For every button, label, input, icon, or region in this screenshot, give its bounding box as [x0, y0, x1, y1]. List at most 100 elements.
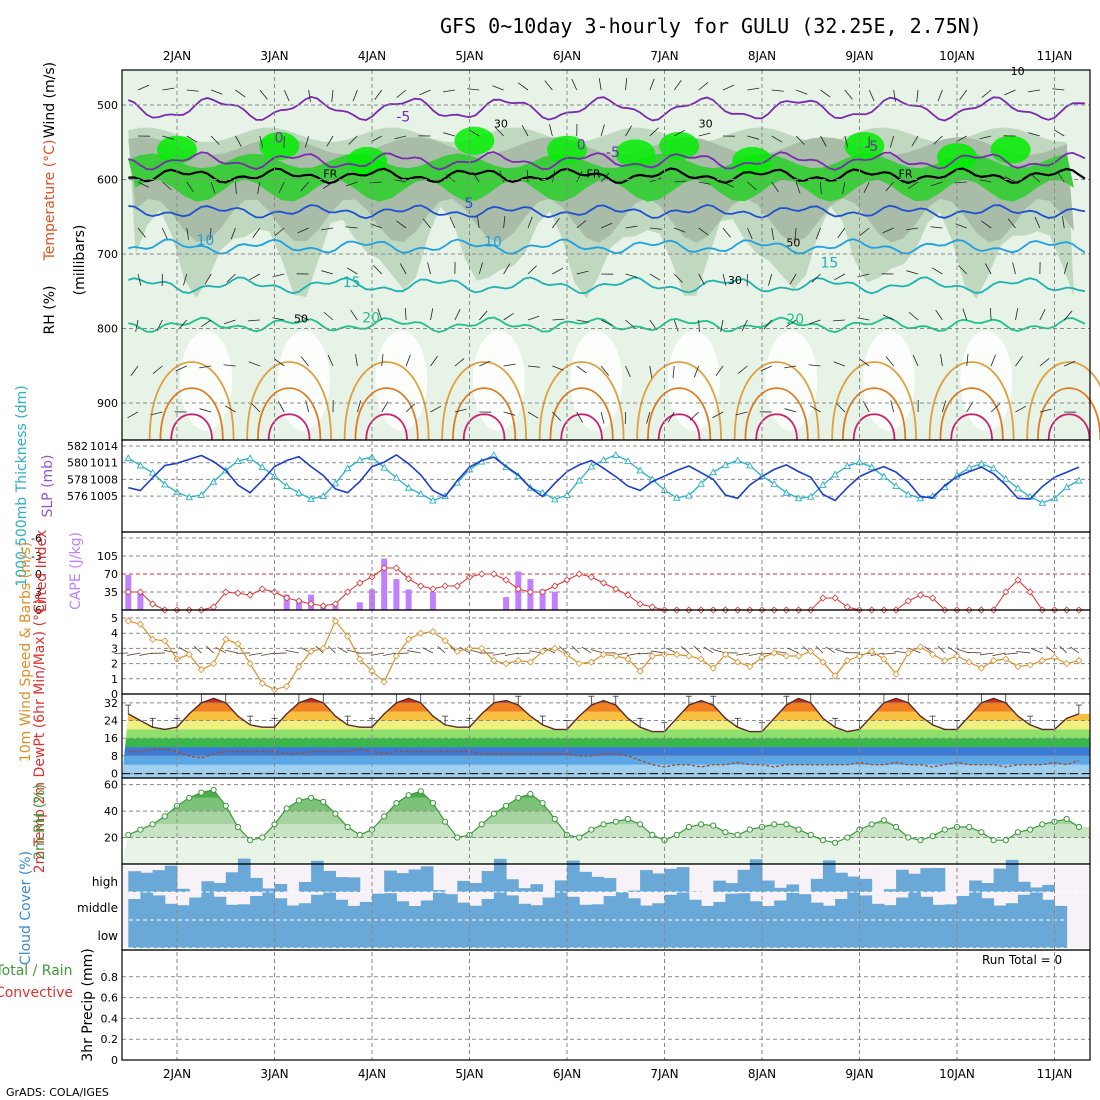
rh2m-point: [234, 823, 241, 831]
upper-wind-barb: [625, 273, 638, 278]
cloud-high-bar: [201, 881, 215, 892]
upper-wind-barb: [527, 216, 533, 229]
cloud-low-bar: [847, 920, 860, 948]
upper-wind-barb: [321, 227, 334, 231]
upper-wind-barb: [430, 405, 442, 413]
date-label-top: 9JAN: [845, 49, 873, 63]
y-tick-label: 0.8: [101, 971, 119, 984]
thickness-point: [794, 494, 803, 502]
upper-wind-barb: [1012, 262, 1016, 275]
cloud-mid-bar: [323, 892, 336, 920]
isotherm-label: 20: [786, 312, 804, 328]
upper-wind-barb: [809, 319, 821, 325]
upper-wind-barb: [863, 181, 870, 193]
cloud-high-bar: [920, 868, 934, 892]
upper-wind-barb: [981, 220, 992, 229]
thickness-point: [148, 468, 157, 476]
rh2m-point: [978, 829, 985, 836]
upper-wind-barb: [649, 365, 653, 378]
cloud-low-bar: [567, 920, 580, 948]
thickness-point: [209, 477, 218, 485]
isotherm-label: 10: [197, 233, 215, 249]
upper-wind-barb: [771, 135, 783, 143]
cloud-mid-bar: [615, 892, 629, 920]
upper-wind-barb: [249, 273, 261, 281]
upper-wind-barb: [576, 411, 583, 423]
wind10-point: [1075, 656, 1083, 665]
rh2m-point: [356, 831, 363, 839]
wind10-barb: [638, 652, 653, 655]
upper-wind-barb: [405, 354, 411, 367]
wind10-point: [989, 656, 998, 665]
upper-wind-barb: [405, 403, 416, 413]
wind10-point: [319, 644, 327, 652]
cloud-high-bar: [822, 860, 836, 892]
cloud-low-bar: [140, 920, 154, 948]
thickness-point: [770, 479, 778, 487]
upper-wind-barb: [235, 135, 242, 147]
upper-wind-barb: [893, 89, 896, 102]
isotherm-label: 10: [484, 235, 502, 251]
upper-wind-barb: [672, 365, 675, 378]
cloud-high-bar: [627, 890, 641, 892]
warm-contour: [441, 361, 528, 441]
rh-contour-label: 30: [728, 274, 742, 287]
upper-wind-barb: [183, 273, 188, 286]
cape-bar: [381, 558, 388, 610]
isotherm-label: 15: [821, 255, 839, 271]
chart-title: GFS 0~10day 3-hourly for GULU (32.25E, 2…: [440, 14, 982, 38]
wind10-point: [514, 656, 522, 665]
upper-wind-barb: [834, 273, 846, 281]
date-label-bottom: 8JAN: [748, 1067, 776, 1081]
cloud-mid-bar: [591, 904, 605, 920]
upper-wind-barb: [722, 273, 727, 286]
upper-wind-barb: [259, 89, 268, 100]
wind10-barb: [248, 652, 263, 656]
cloud-low-bar: [993, 920, 1007, 948]
upper-wind-barb: [720, 319, 724, 332]
cloud-high-bar: [688, 891, 702, 892]
rh2m-point: [137, 826, 144, 833]
cloud-mid-bar: [335, 899, 349, 920]
cloud-mid-bar: [1005, 903, 1019, 920]
upper-wind-barb: [199, 365, 212, 369]
warm-contour: [462, 413, 506, 441]
li-point: [575, 570, 583, 578]
y-tick-label: 20: [104, 832, 118, 845]
rh-high-cell: [615, 139, 656, 168]
upper-wind-barb: [274, 227, 285, 236]
warm-contour: [170, 413, 213, 441]
cloud-high-bar: [323, 870, 336, 892]
li-tick-label: 3: [35, 586, 42, 599]
cloud-mid-bar: [567, 896, 580, 920]
upper-wind-barb: [381, 354, 384, 367]
rh2m-point: [649, 831, 656, 839]
cape-bar: [405, 589, 412, 610]
upper-wind-barb: [549, 124, 553, 137]
warm-contour: [257, 387, 322, 441]
pressure-tick-label: 700: [97, 248, 118, 261]
upper-wind-barb: [178, 319, 188, 330]
upper-wind-barb: [625, 78, 628, 91]
cloud-low-bar: [469, 920, 483, 948]
y-tick-label: 0: [111, 688, 118, 701]
cloud-high-bar: [713, 880, 726, 892]
upper-wind-barb: [1053, 129, 1065, 137]
cloud-low-bar: [1054, 920, 1068, 948]
li-point: [258, 585, 266, 593]
rh2m-point: [393, 800, 400, 807]
rh-band: [122, 797, 1090, 812]
rh2m-point: [1027, 826, 1034, 833]
thickness-point: [965, 463, 973, 471]
wind10-barb: [825, 646, 836, 654]
cloud-mid-bar: [798, 894, 812, 920]
cloud-mid-bar: [493, 892, 507, 920]
wind10-barb: [626, 652, 641, 656]
cloud-high-bar: [469, 883, 483, 892]
rh2m-point: [332, 810, 339, 817]
cloud-low-bar: [396, 920, 410, 948]
thickness-point: [806, 492, 815, 500]
cloud-high-bar: [725, 883, 739, 892]
upper-wind-barb: [300, 356, 309, 367]
cloud-low-bar: [835, 920, 848, 948]
